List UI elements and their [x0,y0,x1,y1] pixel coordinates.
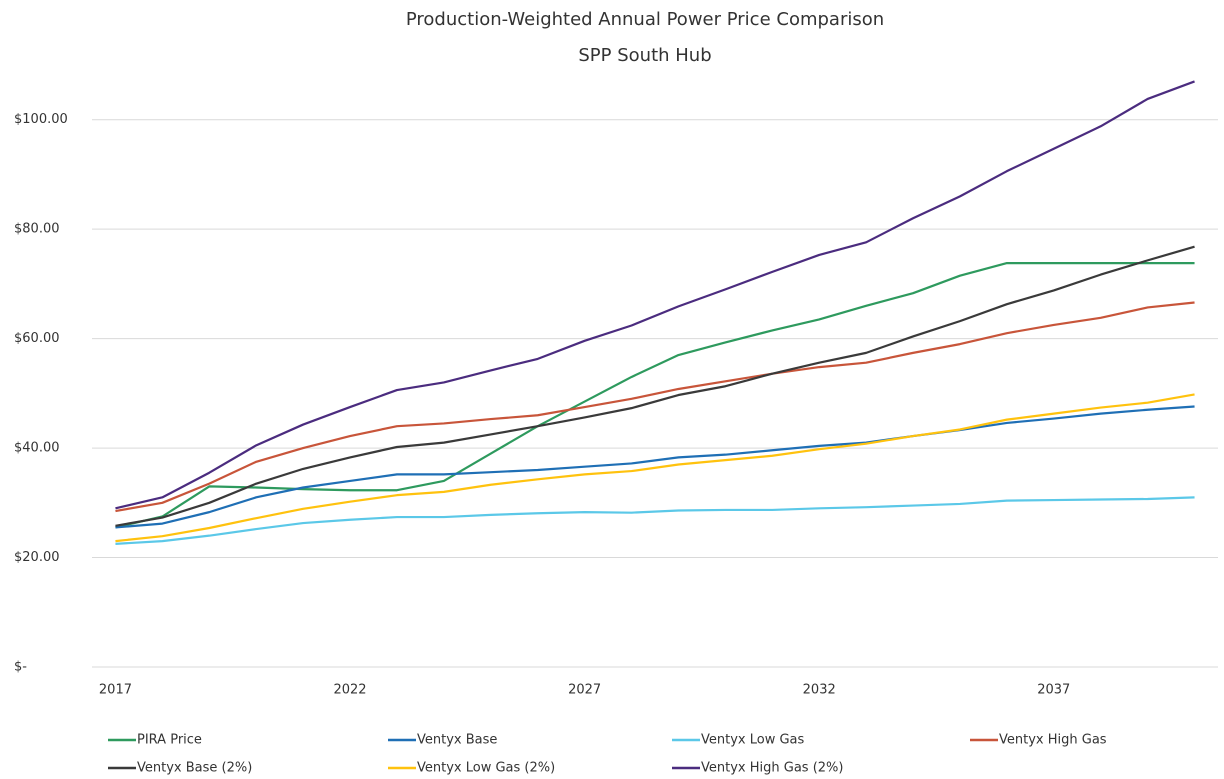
x-tick-label: 2022 [333,683,366,698]
x-tick-label: 2027 [568,683,601,698]
legend-label: Ventyx Low Gas (2%) [417,761,555,776]
legend-label: Ventyx High Gas (2%) [701,761,843,776]
series-line [115,80,1195,510]
y-tick-label: $100.00 [14,112,68,127]
series-line [115,405,1195,529]
legend-label: Ventyx Base (2%) [137,761,252,776]
x-tick-label: 2017 [99,683,132,698]
y-tick-label: $60.00 [14,331,60,346]
x-tick-label: 2032 [803,683,836,698]
legend-label: Ventyx High Gas [999,733,1107,748]
series-line [115,262,1195,529]
x-tick-label: 2037 [1037,683,1070,698]
chart-subtitle: SPP South Hub [578,45,711,66]
legend-label: PIRA Price [137,733,202,748]
y-tick-label: $20.00 [14,550,60,565]
series-line [115,245,1195,527]
y-tick-label: $80.00 [14,222,60,237]
legend-label: Ventyx Base [417,733,497,748]
y-tick-label: $- [14,660,27,675]
y-tick-label: $40.00 [14,441,60,456]
series-line [115,393,1195,543]
chart-title: Production-Weighted Annual Power Price C… [406,9,884,30]
series-line [115,301,1195,513]
legend-label: Ventyx Low Gas [701,733,805,748]
series-line [115,496,1195,545]
